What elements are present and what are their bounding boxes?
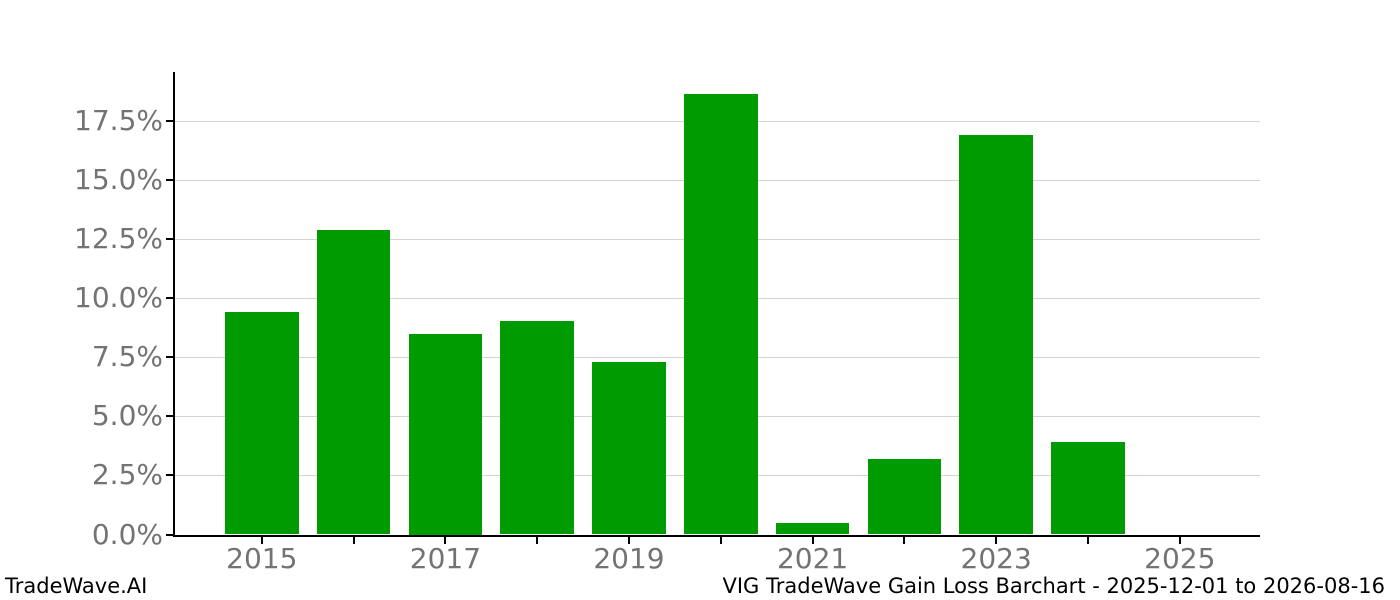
x-tick [811, 536, 814, 544]
y-tick-label: 12.5% [74, 222, 163, 256]
y-tick [166, 238, 173, 241]
y-axis-spine [173, 72, 175, 537]
x-tick [995, 536, 998, 544]
bar-2018 [500, 320, 574, 535]
bar-2023 [959, 135, 1033, 535]
y-tick [166, 533, 173, 536]
x-tick-label: 2025 [1144, 541, 1216, 575]
bar-2017 [408, 333, 483, 535]
y-tick [166, 474, 173, 477]
x-tick [352, 536, 355, 544]
y-tick-label: 15.0% [74, 163, 163, 197]
bar-2022 [867, 458, 942, 535]
chart-title: VIG TradeWave Gain Loss Barchart - 2025-… [722, 574, 1386, 598]
y-tick [166, 356, 173, 359]
x-tick [260, 536, 263, 544]
y-tick-label: 2.5% [91, 458, 163, 492]
y-tick-label: 0.0% [91, 517, 163, 551]
bar-2019 [592, 362, 666, 535]
y-tick-label: 17.5% [74, 104, 163, 138]
bar-2016 [316, 230, 391, 535]
x-tick-label: 2015 [226, 541, 298, 575]
y-tick [166, 297, 173, 300]
y-tick [166, 179, 173, 182]
x-tick [903, 536, 906, 544]
x-tick-label: 2019 [593, 541, 665, 575]
bar-2015 [225, 312, 299, 535]
y-tick-label: 5.0% [91, 399, 163, 433]
bar-2020 [684, 93, 758, 535]
x-tick [444, 536, 447, 544]
x-tick [719, 536, 722, 544]
x-tick [1087, 536, 1089, 544]
y-tick-label: 7.5% [91, 340, 163, 374]
x-tick-label: 2017 [409, 541, 482, 575]
x-axis-spine [173, 534, 1260, 537]
x-tick-label: 2021 [776, 541, 849, 575]
x-tick [536, 536, 539, 544]
bar-2024 [1051, 442, 1125, 535]
y-tick-label: 10.0% [74, 281, 163, 315]
y-tick [166, 120, 173, 123]
bar-2021 [775, 523, 850, 535]
watermark-text: TradeWave.AI [5, 574, 148, 598]
y-tick [166, 415, 173, 418]
x-tick-label: 2023 [960, 541, 1032, 575]
x-tick [1178, 536, 1181, 544]
x-tick [628, 536, 630, 544]
